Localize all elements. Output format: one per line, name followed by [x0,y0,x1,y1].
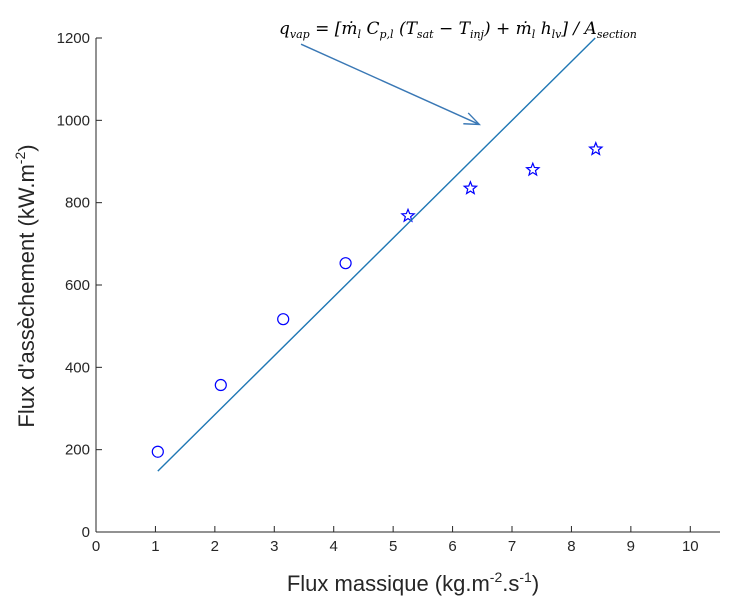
x-tick-label: 7 [508,538,516,555]
data-point-star [400,207,416,223]
y-tick-label: 1000 [57,112,90,129]
data-point-circle [277,313,290,326]
annotation-formula: qvap​ = [ṁl​ Cp,l​ (Tsat​ − Tinj​) + ṁl​… [279,19,637,41]
x-axis-label: Flux massique (kg.m-2​.s-1​) [287,569,539,596]
x-tick-label: 9 [627,538,635,555]
y-tick-label: 800 [65,195,90,212]
x-tick-label: 4 [330,538,338,555]
data-point-star [462,180,479,195]
x-tick-label: 5 [389,538,397,555]
axes [95,38,720,533]
plot-area [151,37,604,472]
annotation-arrowhead [463,112,482,126]
y-tick-label: 0 [82,524,90,541]
y-axis-label: Flux d'assèchement (kW.m-2​) [12,144,39,427]
annotation: qvap​ = [ṁl​ Cp,l​ (Tsat​ − Tinj​) + ṁl​… [279,19,637,126]
y-tick-label: 1200 [57,30,90,47]
data-point-circle [339,257,352,270]
x-tick-label: 6 [448,538,456,555]
annotation-arrow [300,43,480,126]
tick-labels: 0 1 2 3 4 5 6 7 8 9 10 0 200 400 600 800 1000 1200 [57,30,699,555]
data-point-star [525,161,541,177]
tick-marks [95,37,691,533]
x-tick-label: 2 [211,538,219,555]
data-point-circle [151,445,164,458]
data-point-circle [214,378,227,392]
x-tick-label: 3 [270,538,278,555]
x-tick-label: 0 [92,538,100,555]
y-tick-label: 200 [65,442,90,459]
x-tick-label: 8 [567,538,575,555]
data-point-star [588,140,604,156]
series-line [157,37,596,472]
y-tick-label: 600 [65,277,90,294]
y-tick-label: 400 [65,359,90,376]
x-tick-label: 1 [151,538,159,555]
x-tick-label: 10 [682,538,699,555]
